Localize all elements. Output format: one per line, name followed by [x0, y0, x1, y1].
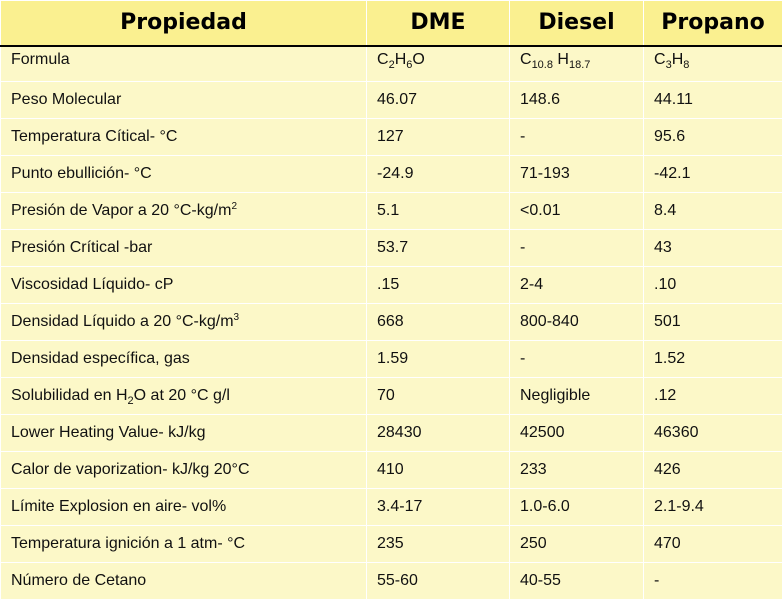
cell-propane: -: [643, 562, 782, 600]
table-row: Densidad Líquido a 20 °C-kg/m3 668 800-8…: [0, 303, 782, 341]
table-row: Temperatura ignición a 1 atm- °C 235 250…: [0, 525, 782, 563]
row-label: Temperatura ignición a 1 atm- °C: [0, 525, 367, 563]
header-propane: Propano: [643, 0, 782, 47]
row-label: Presión de Vapor a 20 °C-kg/m2: [0, 192, 367, 230]
cell-dme: 3.4-17: [366, 488, 510, 526]
row-label: Peso Molecular: [0, 81, 367, 119]
cell-propane: -42.1: [643, 155, 782, 193]
row-label: Solubilidad en H2O at 20 °C g/l: [0, 377, 367, 415]
table-row: Temperatura Cítical- °C 127 - 95.6: [0, 118, 782, 156]
cell-diesel: 40-55: [509, 562, 644, 600]
cell-diesel: -: [509, 229, 644, 267]
row-label: Presión Crítical -bar: [0, 229, 367, 267]
row-label: Límite Explosion en aire- vol%: [0, 488, 367, 526]
table-row-formula: Formula C2H6O C10.8 H18.7 C3H8: [0, 45, 782, 82]
cell-diesel: 42500: [509, 414, 644, 452]
cell-dme: 46.07: [366, 81, 510, 119]
cell-dme: 1.59: [366, 340, 510, 378]
table-row: Calor de vaporization- kJ/kg 20°C 410 23…: [0, 451, 782, 489]
table-row: Lower Heating Value- kJ/kg 28430 42500 4…: [0, 414, 782, 452]
header-property: Propiedad: [0, 0, 367, 47]
cell-dme: 53.7: [366, 229, 510, 267]
header-dme: DME: [366, 0, 510, 47]
cell-propane: 501: [643, 303, 782, 341]
cell-dme: 235: [366, 525, 510, 563]
cell-dme: 70: [366, 377, 510, 415]
cell-propane: .10: [643, 266, 782, 304]
table-row: Densidad específica, gas 1.59 - 1.52: [0, 340, 782, 378]
table-row: Límite Explosion en aire- vol% 3.4-17 1.…: [0, 488, 782, 526]
cell-propane: 43: [643, 229, 782, 267]
row-label: Viscosidad Líquido- cP: [0, 266, 367, 304]
cell-diesel: 250: [509, 525, 644, 563]
row-label: Lower Heating Value- kJ/kg: [0, 414, 367, 452]
row-label: Formula: [0, 45, 367, 82]
cell-dme: 410: [366, 451, 510, 489]
table-row: Número de Cetano 55-60 40-55 -: [0, 562, 782, 600]
cell-dme: 28430: [366, 414, 510, 452]
row-label: Densidad específica, gas: [0, 340, 367, 378]
cell-propane: 1.52: [643, 340, 782, 378]
cell-diesel: 800-840: [509, 303, 644, 341]
formula-diesel: C10.8 H18.7: [509, 45, 644, 82]
table-row: Peso Molecular 46.07 148.6 44.11: [0, 81, 782, 119]
table-row: Presión de Vapor a 20 °C-kg/m2 5.1 <0.01…: [0, 192, 782, 230]
table-row: Presión Crítical -bar 53.7 - 43: [0, 229, 782, 267]
cell-diesel: -: [509, 118, 644, 156]
cell-diesel: 148.6: [509, 81, 644, 119]
cell-dme: 55-60: [366, 562, 510, 600]
formula-propane: C3H8: [643, 45, 782, 82]
row-label: Punto ebullición- °C: [0, 155, 367, 193]
cell-propane: 2.1-9.4: [643, 488, 782, 526]
cell-propane: 8.4: [643, 192, 782, 230]
cell-diesel: <0.01: [509, 192, 644, 230]
cell-dme: -24.9: [366, 155, 510, 193]
header-row: Propiedad DME Diesel Propano: [0, 0, 782, 47]
cell-propane: 44.11: [643, 81, 782, 119]
cell-propane: 426: [643, 451, 782, 489]
cell-diesel: 1.0-6.0: [509, 488, 644, 526]
table-row: Solubilidad en H2O at 20 °C g/l 70 Negli…: [0, 377, 782, 415]
row-label: Temperatura Cítical- °C: [0, 118, 367, 156]
header-diesel: Diesel: [509, 0, 644, 47]
cell-diesel: 233: [509, 451, 644, 489]
cell-diesel: 2-4: [509, 266, 644, 304]
cell-dme: 127: [366, 118, 510, 156]
cell-diesel: 71-193: [509, 155, 644, 193]
cell-dme: 5.1: [366, 192, 510, 230]
cell-diesel: Negligible: [509, 377, 644, 415]
cell-propane: 46360: [643, 414, 782, 452]
row-label: Número de Cetano: [0, 562, 367, 600]
cell-diesel: -: [509, 340, 644, 378]
cell-propane: 95.6: [643, 118, 782, 156]
formula-dme: C2H6O: [366, 45, 510, 82]
table-row: Punto ebullición- °C -24.9 71-193 -42.1: [0, 155, 782, 193]
cell-dme: 668: [366, 303, 510, 341]
table-row: Viscosidad Líquido- cP .15 2-4 .10: [0, 266, 782, 304]
cell-propane: .12: [643, 377, 782, 415]
cell-propane: 470: [643, 525, 782, 563]
row-label: Calor de vaporization- kJ/kg 20°C: [0, 451, 367, 489]
cell-dme: .15: [366, 266, 510, 304]
row-label: Densidad Líquido a 20 °C-kg/m3: [0, 303, 367, 341]
